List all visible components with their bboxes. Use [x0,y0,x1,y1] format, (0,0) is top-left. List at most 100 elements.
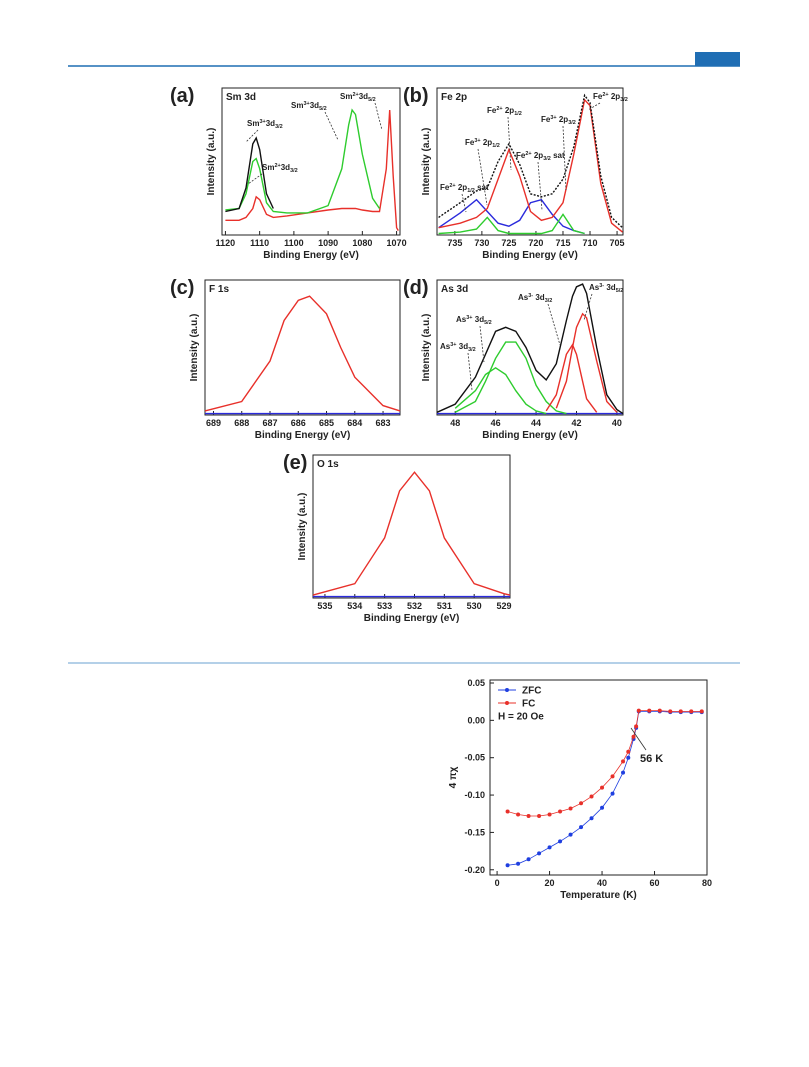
annotation: 56 K [640,753,663,765]
annotation-arrow [507,116,512,171]
annotation-arrow [324,111,339,141]
x-tick-label: 687 [262,418,277,428]
x-tick-label: 684 [347,418,362,428]
annotation-arrow [479,325,485,363]
annotation-level: 3/2 [545,298,553,304]
series-marker [505,863,510,868]
annotation-orbital: 2p [609,92,621,101]
annotation: Fe2+ 2p3/2 sat [516,151,565,162]
annotation-charge: 2+ [449,183,455,189]
annotation-orbital: 2p [456,183,468,192]
annotation-level: 1/2 [492,143,500,149]
plot-frame [436,87,624,236]
annotation-orbital: 3d [473,315,485,324]
panel-title: Sm 3d [226,92,256,103]
annotation-level: 1/2 [467,188,475,194]
x-tick-label: 715 [555,238,570,248]
series-marker [631,734,636,739]
annotation-charge: 2+ [352,92,358,98]
x-tick-label: 735 [447,238,462,248]
annotation-level: 5/2 [368,97,376,103]
x-tick-label: 689 [206,418,221,428]
annotation: Sm2+3d5/2 [340,92,376,103]
annotation-charge: 2+ [602,92,608,98]
annotation-orbital: 2p [557,115,569,124]
annotation-element: Fe [440,183,450,192]
series-marker [537,813,542,818]
x-tick-label: 534 [347,601,362,611]
panel-label: (c) [170,277,194,299]
legend-label: ZFC [522,686,541,697]
series-line [225,136,274,213]
annotation-suffix: sat [551,151,565,160]
note: H = 20 Oe [498,712,544,723]
annotation-orbital: 3d [604,283,616,292]
annotation-suffix: sat [475,183,489,192]
x-tick-label: 710 [583,238,598,248]
annotation: As3+ 3d3/2 [440,342,476,353]
annotation-arrow [583,293,593,321]
x-tick-label: 530 [467,601,482,611]
series-marker [621,770,626,775]
series-line [438,198,585,235]
annotation-level: 5/2 [319,106,327,112]
annotation-level: 3/2 [568,120,576,126]
header-tab [695,52,740,66]
annotation-element: Sm [247,119,259,128]
x-tick-label: 725 [501,238,516,248]
series-marker [610,774,615,779]
annotation: Sm3+3d3/2 [247,119,283,130]
y-tick-label: -0.05 [464,753,485,763]
series-marker [516,861,521,866]
series-line [225,108,381,214]
series-marker [516,812,521,817]
annotation-arrow [477,148,488,206]
panel-title: F 1s [209,284,229,295]
annotation-charge: 3+ [466,315,472,321]
annotation-arrow [587,102,601,111]
x-axis-label: Binding Energy (eV) [255,430,351,441]
annotation: Fe3+ 2p1/2 [465,138,500,149]
x-tick-label: 532 [407,601,422,611]
annotation-element: Sm [262,163,274,172]
y-tick-label: -0.10 [464,790,485,800]
annotation-arrow [630,727,647,751]
series-line [204,295,401,412]
annotation-arrow [245,129,259,143]
x-tick-label: 686 [291,418,306,428]
panel-label: (a) [170,85,194,107]
series-marker [547,845,552,850]
annotation-level: 1/2 [514,111,522,117]
annotation-element: Sm [291,101,303,110]
series-marker [657,708,662,713]
series-line [438,213,585,235]
panel-title: Fe 2p [441,92,467,103]
series-marker [636,708,641,713]
x-tick-label: 1070 [387,238,407,248]
x-tick-label: 533 [377,601,392,611]
series-marker [547,812,552,817]
annotation: Fe3+ 2p3/2 [541,115,576,126]
annotation-level: 3/2 [620,97,628,103]
annotation-element: Sm [340,92,352,101]
series-marker [678,709,683,714]
x-tick-label: 1090 [318,238,338,248]
annotation-charge: 3+ [450,342,456,348]
annotation-element: Fe [487,106,497,115]
annotation-orbital: 3d [266,119,275,128]
series-line [507,711,702,866]
annotation-level: 5/2 [616,288,624,294]
annotation-element: Fe [593,92,603,101]
annotation-charge: 3+ [474,138,480,144]
annotation-arrow [374,102,383,131]
series-marker [626,749,631,754]
x-tick-label: 1080 [352,238,372,248]
x-tick-label: 40 [597,878,607,888]
legend-label: FC [522,699,535,710]
annotation-orbital: 3d [359,92,368,101]
x-axis-label: Binding Energy (eV) [263,250,359,261]
panel-label: (b) [403,85,429,107]
x-tick-label: 720 [528,238,543,248]
y-axis-label: Intensity (a.u.) [421,128,432,196]
annotation: Fe2+ 2p3/2 [593,92,628,103]
